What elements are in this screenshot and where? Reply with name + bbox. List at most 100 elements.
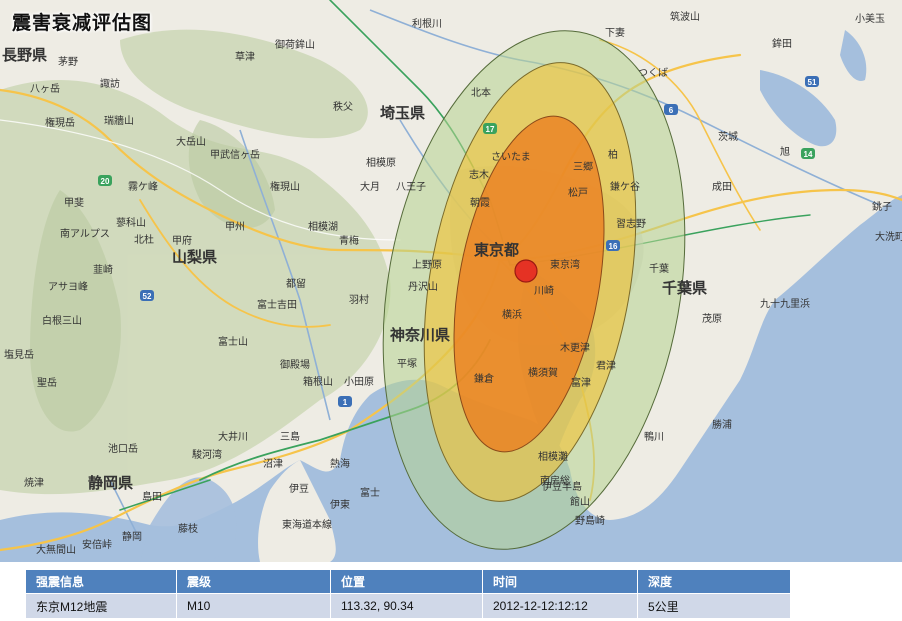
column-header: 时间 [482,570,638,594]
damage-zones [382,30,686,550]
city-label: 鎌倉 [474,372,494,385]
city-label: 藤枝 [178,522,198,535]
city-label: 甲武信ヶ岳 [210,148,260,161]
prefecture-labels: 長野県 埼玉県 山梨県 東京都 神奈川県 千葉県 静岡県 [2,46,707,492]
route-shield: 1 [338,396,352,407]
city-label: 富士山 [218,335,248,348]
city-label: 御荷鉾山 [275,38,315,51]
route-shield: 6 [664,104,678,115]
cell-event-name: 东京M12地震 [26,593,177,618]
city-label: 相模湖 [308,220,338,233]
city-label: 駿河湾 [192,448,222,461]
cell-depth: 5公里 [637,593,791,618]
city-label: 鉾田 [772,37,792,50]
epicenter-marker[interactable] [514,259,538,283]
zone-inner [453,115,605,453]
city-label: 伊豆半島 [542,480,582,493]
city-label: 大井川 [218,430,248,443]
city-label: 八王子 [396,181,426,193]
city-label: 青梅 [339,234,359,247]
city-label: 羽村 [349,293,369,306]
city-label: 勝浦 [712,418,732,431]
city-label: 霧ケ峰 [128,181,158,193]
city-label: 富士 [360,486,380,499]
city-label: 蓼科山 [116,216,146,229]
izu-peninsula [258,460,336,562]
svg-text:14: 14 [804,150,813,159]
city-label: 南房総 [540,474,570,487]
column-header: 强震信息 [26,570,177,594]
route-shield: 17 [483,123,497,134]
svg-text:20: 20 [101,177,110,186]
city-label: 池口岳 [108,442,138,455]
city-label: 大月 [360,180,380,193]
city-label: つくば [638,67,668,79]
city-label: 大岳山 [176,135,206,148]
route-shield: 51 [805,76,819,87]
city-label: さいたま [491,151,531,163]
city-labels: 小美玉 筑波山 鉾田 つくば 下妻 茨城 利根川 草津 御荷鉾山 秩父 北本 さ… [4,10,902,556]
city-label: 木更津 [560,342,590,354]
city-label: 銚子 [872,200,892,213]
city-label: 大無間山 [36,543,76,556]
city-label: 安倍峠 [82,538,112,551]
city-label: 小美玉 [855,12,885,25]
city-label: 習志野 [616,217,646,230]
city-label: 熱海 [330,457,350,470]
city-label: 東京湾 [550,258,580,271]
city-label: 伊豆 [289,483,309,495]
city-label: 松戸 [568,186,588,199]
city-label: 聖岳 [37,377,57,389]
city-label: 三島 [280,430,300,443]
city-label: 富津 [571,376,591,389]
pref-label: 山梨県 [172,248,217,266]
svg-text:16: 16 [609,242,618,251]
city-label: 甲府 [172,234,192,247]
column-header: 位置 [330,570,483,594]
city-label: 甲州 [225,221,245,233]
cell-magnitude: M10 [176,593,331,618]
city-label: 君津 [596,360,616,372]
city-label: アサヨ峰 [48,281,88,293]
city-label: 上野原 [412,259,442,271]
city-label: 八ヶ岳 [30,83,60,95]
pref-label: 静岡県 [88,474,133,492]
city-label: 鎌ケ谷 [610,180,640,193]
pref-label: 東京都 [474,241,519,259]
earthquake-info-table: 强震信息 震级 位置 时间 深度 东京M12地震 M10 113.32, 90.… [26,570,791,618]
pref-label: 埼玉県 [380,104,425,122]
city-label: 野島崎 [575,514,605,527]
city-label: 静岡 [122,530,142,543]
city-label: 大洗町 [875,230,902,243]
city-label: 沼津 [263,457,283,470]
city-label: 権現岳 [45,116,75,129]
map-view[interactable]: 長野県 埼玉県 山梨県 東京都 神奈川県 千葉県 静岡県 小美玉 筑波山 鉾田 … [0,0,902,562]
pref-label: 神奈川県 [390,326,450,344]
city-label: 北杜 [134,233,154,246]
city-label: 鴨川 [644,430,664,443]
city-label: 筑波山 [670,10,700,23]
city-label: 川崎 [534,284,554,297]
city-label: 秩父 [333,101,353,113]
route-shield: 14 [801,148,815,159]
city-label: 東海道本線 [282,518,332,531]
city-label: 伊東 [330,498,350,511]
city-label: 相模灘 [538,450,568,463]
city-label: 茨城 [718,130,738,143]
city-label: 横浜 [502,308,522,321]
svg-text:6: 6 [669,106,674,115]
city-label: 富士吉田 [257,298,297,311]
city-label: 焼津 [24,477,44,489]
city-label: 草津 [235,51,255,63]
city-label: 丹沢山 [408,280,438,293]
city-label: 箱根山 [303,375,333,388]
city-label: 相模原 [366,156,396,169]
city-label: 横須賀 [528,366,558,379]
city-label: 館山 [570,495,590,508]
city-label: 甲斐 [64,197,84,209]
city-label: 柏 [608,148,618,161]
city-label: 志木 [469,168,489,181]
page-title: 震害衰减评估图 [12,12,153,34]
city-label: 権現山 [270,180,300,193]
city-label: 南アルプス [60,227,110,240]
